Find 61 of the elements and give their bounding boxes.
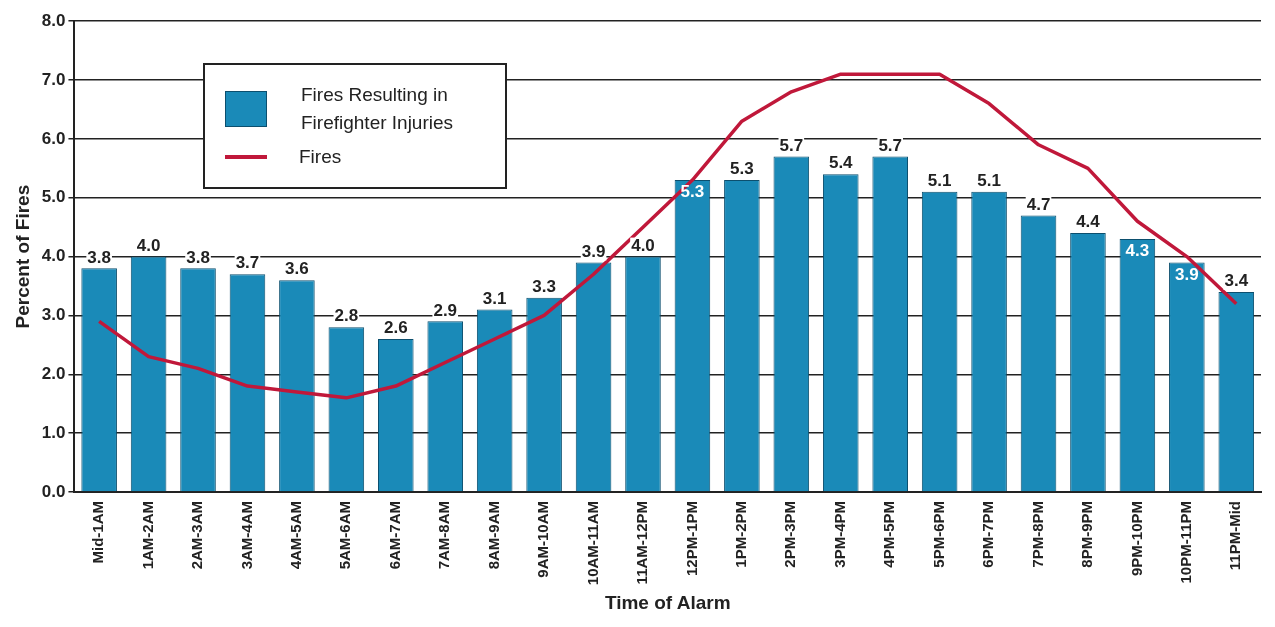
y-axis-title: Percent of Fires: [11, 184, 33, 329]
data-label: 3.7: [235, 253, 260, 273]
data-label: 5.3: [730, 159, 754, 179]
data-label: 3.9: [1175, 264, 1199, 284]
x-tick-label: 8PM-9PM: [1078, 501, 1096, 568]
x-tick-label: 4AM-5AM: [287, 501, 305, 570]
data-label: 3.1: [482, 288, 507, 308]
x-tick-label: 5AM-6AM: [336, 501, 354, 570]
x-tick-label: 9PM-10PM: [1127, 501, 1145, 577]
x-tick-label: 9AM-10AM: [534, 501, 552, 578]
y-tick-label: 3.0: [41, 305, 66, 325]
x-tick-label: 7AM-8AM: [435, 501, 453, 570]
x-tick-label: 5PM-6PM: [929, 501, 947, 568]
data-label: 5.7: [779, 135, 804, 155]
x-tick-label: 3PM-4PM: [830, 501, 848, 568]
x-tick-label: 12PM-1PM: [682, 501, 700, 577]
data-label: 3.6: [285, 259, 309, 279]
x-axis-title: Time of Alarm: [604, 591, 731, 613]
x-tick-label: 10AM-11AM: [583, 501, 601, 586]
y-tick-label: 0.0: [41, 481, 66, 501]
data-label: 3.8: [186, 247, 210, 267]
x-tick-label: 2AM-3AM: [188, 501, 206, 570]
y-tick-label: 6.0: [41, 128, 66, 148]
x-tick-label: 11AM-12PM: [633, 501, 651, 585]
data-label: 4.4: [1076, 212, 1101, 232]
data-label: 5.3: [680, 182, 705, 202]
data-label: 5.1: [977, 171, 1001, 191]
y-tick-label: 7.0: [41, 69, 66, 89]
data-label: 3.3: [532, 276, 556, 296]
data-label: 5.1: [927, 171, 952, 191]
y-tick-label: 1.0: [41, 422, 66, 442]
data-label: 5.7: [878, 135, 903, 155]
data-label: 2.9: [433, 300, 458, 320]
data-label: 4.3: [1125, 241, 1150, 261]
data-label: 3.8: [87, 247, 111, 267]
data-label: 2.6: [383, 318, 408, 338]
y-tick-label: 2.0: [41, 363, 66, 383]
data-label: 4.0: [136, 235, 161, 255]
x-tick-label: 6AM-7AM: [385, 501, 403, 570]
data-label: 5.4: [828, 153, 854, 173]
legend-label: Fires Resulting in Firefighter Injuries: [301, 83, 455, 135]
data-label: 3.9: [581, 241, 606, 261]
x-tick-label: 3AM-4AM: [237, 501, 255, 570]
y-tick-label: 8.0: [41, 10, 66, 30]
x-tick-label: 11PM-Mid: [1226, 501, 1244, 571]
x-tick-label: 4PM-5PM: [880, 501, 898, 568]
x-tick-label: 2PM-3PM: [781, 501, 799, 568]
data-label: 4.7: [1026, 194, 1051, 214]
data-label: 3.4: [1224, 271, 1249, 291]
x-tick-label: Mid-1AM: [89, 501, 107, 564]
data-label: 4.0: [631, 235, 655, 255]
x-tick-label: 8AM-9AM: [484, 501, 502, 570]
y-tick-label: 5.0: [41, 187, 66, 207]
y-tick-label: 4.0: [41, 246, 66, 266]
x-tick-label: 6PM-7PM: [979, 501, 997, 568]
legend-label: Fires: [299, 145, 342, 169]
x-tick-label: 1AM-2AM: [138, 501, 156, 570]
x-tick-label: 10PM-11PM: [1176, 501, 1194, 584]
data-label: 2.8: [334, 306, 359, 326]
x-tick-label: 1PM-2PM: [732, 501, 750, 568]
x-tick-label: 7PM-8PM: [1028, 501, 1046, 568]
